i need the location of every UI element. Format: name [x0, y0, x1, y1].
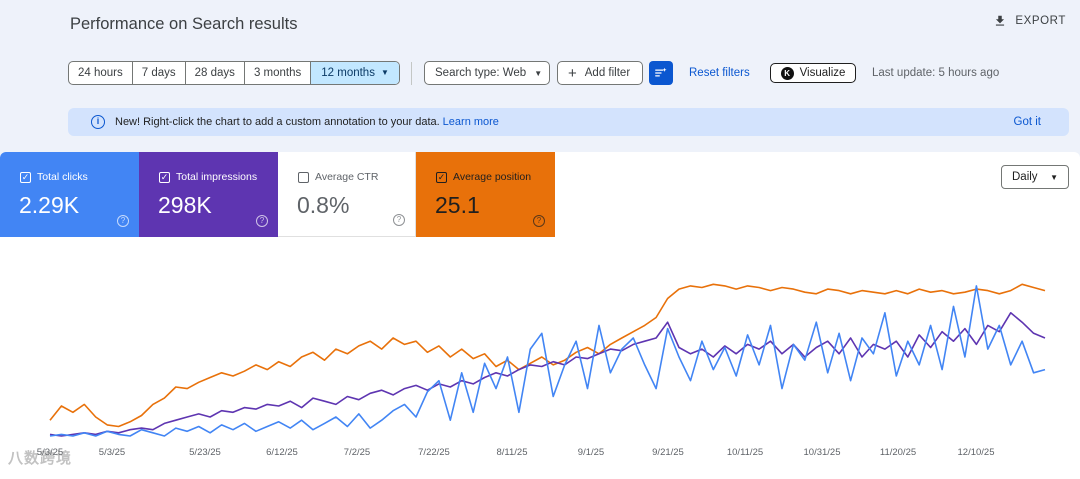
export-label: EXPORT — [1015, 15, 1066, 27]
metric-label: Total impressions — [176, 171, 258, 183]
x-tick-label: 5/23/25 — [189, 447, 221, 458]
caret-down-icon: ▼ — [534, 68, 543, 78]
metric-value: 25.1 — [435, 192, 480, 218]
banner-text: New! Right-click the chart to add a cust… — [115, 116, 440, 128]
help-icon[interactable]: ? — [533, 215, 545, 227]
filter-sparkle-icon — [655, 67, 667, 77]
learn-more-link[interactable]: Learn more — [442, 116, 499, 128]
range-12-months[interactable]: 12 months ▼ — [311, 62, 399, 84]
series-line-total-clicks — [49, 285, 1046, 437]
got-it-button[interactable]: Got it — [1013, 116, 1041, 128]
metric-value: 2.29K — [19, 192, 80, 218]
help-icon[interactable]: ? — [393, 214, 405, 226]
x-tick-label: 6/12/25 — [266, 447, 298, 458]
metric-total-clicks[interactable]: ✓ Total clicks 2.29K ? — [0, 152, 139, 237]
metric-label: Total clicks — [37, 171, 88, 183]
last-update-text: Last update: 5 hours ago — [872, 67, 1000, 79]
granularity-dropdown[interactable]: Daily ▼ — [1001, 165, 1069, 189]
x-tick-label: 8/11/25 — [497, 447, 528, 458]
series-line-average-position — [49, 283, 1046, 428]
metric-average-ctr[interactable]: Average CTR 0.8% ? — [278, 152, 416, 237]
divider — [411, 62, 412, 85]
export-button[interactable]: EXPORT — [993, 14, 1066, 28]
range-24-hours[interactable]: 24 hours — [69, 62, 133, 84]
metric-average-position[interactable]: ✓ Average position 25.1 ? — [416, 152, 555, 237]
checkbox-checked-icon[interactable]: ✓ — [20, 171, 31, 183]
x-tick-label: 11/20/25 — [880, 447, 916, 458]
range-28-days[interactable]: 28 days — [186, 62, 245, 84]
x-tick-label: 12/10/25 — [958, 447, 995, 458]
x-tick-label: 7/22/25 — [418, 447, 450, 458]
x-tick-label: 7/2/25 — [344, 447, 370, 458]
banner-message: New! Right-click the chart to add a cust… — [115, 116, 499, 128]
granularity-label: Daily — [1012, 171, 1038, 183]
metric-value: 298K — [158, 192, 212, 218]
search-type-label: Search type: Web — [435, 67, 527, 79]
metric-label: Average CTR — [315, 171, 379, 183]
range-12-months-label: 12 months — [321, 67, 375, 79]
add-filter-button[interactable]: + Add filter — [557, 61, 643, 85]
range-7-days[interactable]: 7 days — [133, 62, 186, 84]
download-icon — [996, 15, 1005, 26]
visualize-button[interactable]: K Visualize — [770, 63, 856, 83]
filter-bar: 24 hours 7 days 28 days 3 months 12 mont… — [68, 61, 1068, 85]
search-type-dropdown[interactable]: Search type: Web ▼ — [424, 61, 550, 85]
add-filter-label: Add filter — [584, 67, 631, 79]
checkbox-checked-icon[interactable]: ✓ — [159, 171, 170, 183]
performance-card: ✓ Total clicks 2.29K ? ✓ Total impressions… — [0, 152, 1080, 479]
checkbox-unchecked-icon[interactable] — [298, 171, 309, 183]
plus-icon: + — [568, 64, 577, 82]
date-range-selector: 24 hours 7 days 28 days 3 months 12 mont… — [68, 61, 400, 85]
x-tick-label: 5/3/25 — [37, 447, 63, 458]
watermark: 八数跨境 — [8, 450, 73, 467]
x-tick-label: 10/11/25 — [727, 447, 763, 458]
caret-down-icon: ▼ — [380, 68, 389, 77]
page-title: Performance on Search results — [70, 15, 298, 33]
metric-total-impressions[interactable]: ✓ Total impressions 298K ? — [139, 152, 278, 237]
k-logo-icon: K — [780, 66, 794, 80]
x-tick-label: 9/1/25 — [578, 447, 604, 458]
help-icon[interactable]: ? — [117, 215, 129, 227]
visualize-label: Visualize — [799, 67, 846, 79]
caret-down-icon: ▼ — [1050, 172, 1058, 182]
metric-label: Average position — [453, 171, 532, 183]
annotation-banner: i New! Right-click the chart to add a cu… — [68, 108, 1069, 136]
info-icon: i — [91, 115, 105, 129]
x-tick-label: 5/3/25 — [99, 447, 125, 458]
help-icon[interactable]: ? — [256, 215, 268, 227]
x-tick-label: 10/31/25 — [804, 447, 841, 458]
reset-filters-link[interactable]: Reset filters — [689, 67, 750, 79]
metric-value: 0.8% — [297, 192, 350, 218]
x-tick-label: 9/21/25 — [652, 447, 684, 458]
range-3-months[interactable]: 3 months — [245, 62, 312, 84]
header: Performance on Search results EXPORT — [0, 0, 1080, 48]
filter-settings-button[interactable] — [649, 61, 673, 85]
performance-chart[interactable]: 5/3/25 5/3/25 5/23/25 6/12/25 7/2/25 7/22/25 8… — [0, 230, 1080, 479]
checkbox-checked-icon[interactable]: ✓ — [436, 171, 447, 183]
